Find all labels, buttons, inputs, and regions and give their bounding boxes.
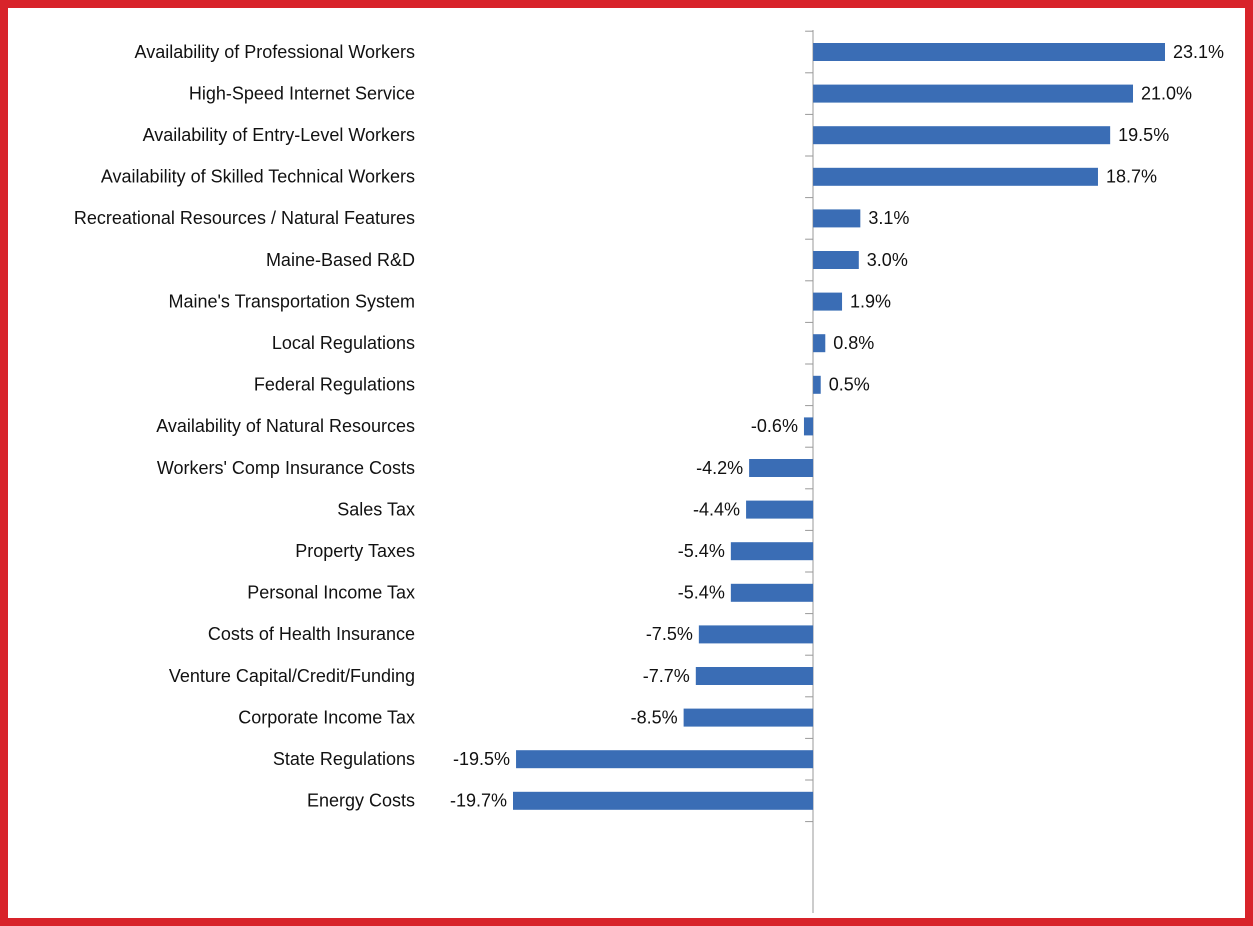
category-label: Corporate Income Tax xyxy=(238,707,415,727)
data-label: 21.0% xyxy=(1141,83,1192,103)
category-label: Personal Income Tax xyxy=(247,583,415,603)
category-label: Property Taxes xyxy=(295,541,415,561)
category-label: Availability of Skilled Technical Worker… xyxy=(101,167,415,187)
data-label: 0.8% xyxy=(833,333,874,353)
data-label: -4.2% xyxy=(696,458,743,478)
data-label: -5.4% xyxy=(678,541,725,561)
bar xyxy=(813,126,1110,144)
category-label: Local Regulations xyxy=(272,333,415,353)
data-label: 3.1% xyxy=(868,208,909,228)
bar xyxy=(699,625,813,643)
bar xyxy=(813,334,825,352)
category-label: State Regulations xyxy=(273,749,415,769)
category-label: Workers' Comp Insurance Costs xyxy=(157,458,415,478)
bar xyxy=(813,85,1133,103)
data-label: -5.4% xyxy=(678,583,725,603)
bar xyxy=(516,750,813,768)
category-label: Recreational Resources / Natural Feature… xyxy=(74,208,415,228)
bar xyxy=(731,584,813,602)
category-label: Availability of Entry-Level Workers xyxy=(143,125,415,145)
bar xyxy=(813,43,1165,61)
data-label: -0.6% xyxy=(751,416,798,436)
bar xyxy=(813,376,821,394)
category-label: Maine's Transportation System xyxy=(168,291,415,311)
bar xyxy=(804,417,813,435)
page: Availability of Professional Workers 23.1… xyxy=(0,0,1253,926)
data-label: 18.7% xyxy=(1106,167,1157,187)
category-label: Sales Tax xyxy=(337,499,415,519)
chart: Availability of Professional Workers 23.1… xyxy=(0,0,1253,926)
data-label: -7.7% xyxy=(643,666,690,686)
bar xyxy=(813,209,860,227)
data-label: -4.4% xyxy=(693,499,740,519)
category-label: High-Speed Internet Service xyxy=(189,83,415,103)
bar xyxy=(684,709,813,727)
category-label: Availability of Natural Resources xyxy=(156,416,415,436)
data-label: -7.5% xyxy=(646,624,693,644)
category-label: Federal Regulations xyxy=(254,375,415,395)
category-label: Maine-Based R&D xyxy=(266,250,415,270)
bar xyxy=(749,459,813,477)
data-label: 0.5% xyxy=(829,375,870,395)
data-label: 23.1% xyxy=(1173,42,1224,62)
bar xyxy=(696,667,813,685)
bar xyxy=(746,501,813,519)
bar xyxy=(813,293,842,311)
data-label: 1.9% xyxy=(850,291,891,311)
category-label: Venture Capital/Credit/Funding xyxy=(169,666,415,686)
bar xyxy=(513,792,813,810)
data-label: -19.7% xyxy=(450,791,507,811)
bar xyxy=(813,168,1098,186)
category-label: Availability of Professional Workers xyxy=(135,42,415,62)
data-label: -19.5% xyxy=(453,749,510,769)
bar xyxy=(731,542,813,560)
data-label: -8.5% xyxy=(631,707,678,727)
category-label: Energy Costs xyxy=(307,791,415,811)
data-label: 19.5% xyxy=(1118,125,1169,145)
bar xyxy=(813,251,859,269)
category-label: Costs of Health Insurance xyxy=(208,624,415,644)
data-label: 3.0% xyxy=(867,250,908,270)
